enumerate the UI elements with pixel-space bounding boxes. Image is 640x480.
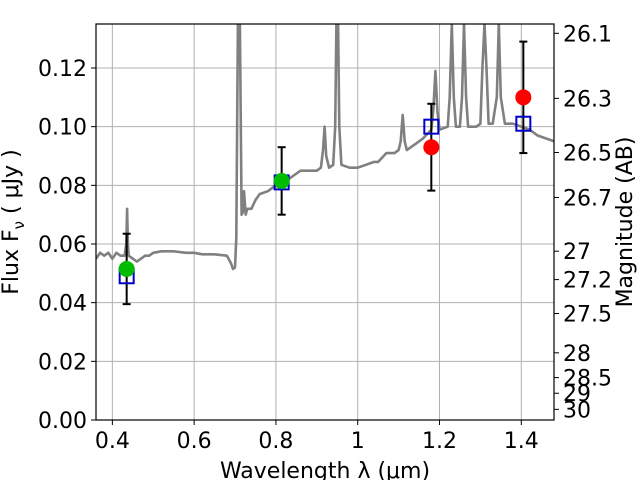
x-axis: 0.4 0.6 0.8 1 1.2 1.4: [95, 420, 539, 454]
magnitude-axis-label: Magnitude (AB): [613, 137, 638, 308]
y-tick-label: 0.00: [38, 409, 87, 434]
magnitude-tick-label: 27.5: [563, 302, 612, 327]
y-tick-label: 0.06: [38, 233, 87, 258]
x-tick-label: 0.6: [177, 429, 212, 454]
x-axis-label: Wavelength λ (μm): [220, 459, 430, 480]
series-layer: [96, 24, 554, 271]
model-flux-square: [423, 118, 440, 135]
x-tick-label: 0.4: [95, 429, 130, 454]
magnitude-tick-label: 26.3: [563, 87, 612, 112]
y-axis-label-main: Flux F: [0, 229, 24, 294]
x-tick-label: 0.8: [258, 429, 293, 454]
y-tick-label: 0.10: [38, 116, 87, 141]
y-axis: 0.00 0.02 0.04 0.06 0.08 0.10 0.12: [38, 57, 96, 434]
y-axis-label: Flux Fν ( μJy ): [0, 149, 28, 294]
magnitude-tick-label: 27.2: [563, 269, 612, 294]
magnitude-tick-label: 27: [563, 240, 591, 265]
y-axis-label-unit: ( μJy ): [0, 149, 24, 221]
magnitude-tick-label: 26.7: [563, 186, 612, 211]
magnitude-tick-label: 30: [563, 398, 591, 423]
y-tick-label: 0.08: [38, 174, 87, 199]
magnitude-tick-label: 28: [563, 342, 591, 367]
model-flux-square: [515, 115, 532, 132]
y-axis-label-subscript: ν: [10, 221, 28, 229]
y-tick-label: 0.12: [38, 57, 87, 82]
observed-flux-point: [515, 89, 532, 106]
observed-flux-point: [423, 139, 440, 156]
magnitude-tick-label: 29: [563, 382, 591, 407]
x-tick-label: 1: [351, 429, 365, 454]
observed-flux-point: [118, 260, 135, 277]
magnitude-tick-label: 28.5: [563, 367, 612, 392]
grid: [96, 24, 554, 421]
x-tick-label: 1.4: [504, 429, 539, 454]
magnitude-tick-label: 26.1: [563, 22, 612, 47]
plot-frame: [95, 23, 555, 421]
spectrum-line: [96, 24, 554, 271]
markers-layer: [118, 40, 532, 306]
x-tick-label: 1.2: [422, 429, 457, 454]
observed-flux-point: [273, 172, 290, 189]
y-tick-label: 0.04: [38, 292, 87, 317]
y-tick-label: 0.02: [38, 350, 87, 375]
magnitude-tick-label: 26.5: [563, 141, 612, 166]
